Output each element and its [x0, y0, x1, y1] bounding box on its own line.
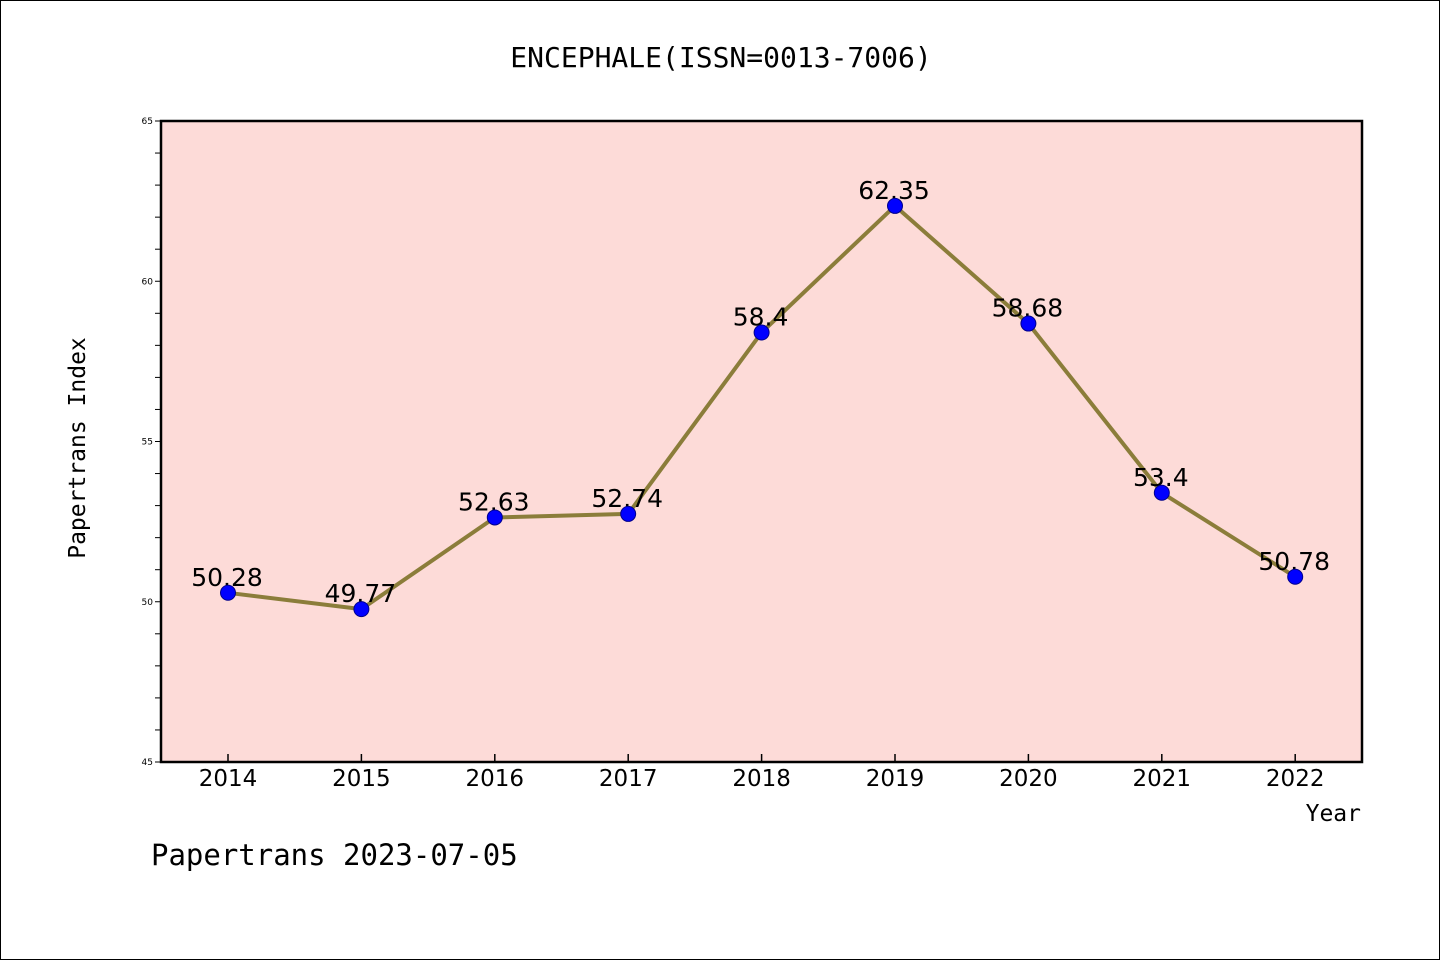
x-axis-label: Year — [1306, 801, 1361, 827]
plot-area — [161, 121, 1362, 762]
x-tick-label: 2017 — [599, 766, 658, 792]
data-point — [1020, 315, 1037, 332]
footer-date-stamp: Papertrans 2023-07-05 — [151, 838, 518, 872]
x-tick-label: 2020 — [999, 766, 1058, 792]
y-axis-ticks: 45 50 55 60 65 — [142, 117, 161, 768]
data-point — [620, 505, 637, 522]
x-axis-ticks: 2014 2015 2016 2017 2018 2019 2020 2021 2022 — [199, 754, 1325, 792]
data-point — [353, 601, 370, 618]
data-markers — [220, 197, 1304, 618]
x-tick-label: 2014 — [199, 766, 258, 792]
y-tick-label: 65 — [142, 117, 153, 127]
chart-title: ENCEPHALE(ISSN=0013-7006) — [510, 41, 931, 74]
y-axis-label: Papertrans Index — [65, 337, 91, 559]
y-tick-label: 55 — [142, 438, 153, 448]
y-tick-label: 60 — [142, 277, 154, 287]
data-point — [220, 584, 236, 601]
x-tick-label: 2015 — [332, 766, 391, 792]
data-point — [887, 197, 903, 214]
x-tick-label: 2021 — [1133, 766, 1192, 792]
data-point — [753, 324, 770, 341]
x-tick-label: 2016 — [466, 766, 525, 792]
plot-frame — [159, 119, 1364, 764]
y-tick-label: 45 — [142, 758, 153, 768]
x-tick-label: 2022 — [1266, 766, 1325, 792]
x-tick-label: 2019 — [866, 766, 925, 792]
x-tick-label: 2018 — [732, 766, 791, 792]
data-point — [486, 509, 503, 526]
y-tick-label: 50 — [142, 598, 154, 608]
data-point — [1287, 568, 1304, 585]
data-point — [1153, 484, 1170, 501]
